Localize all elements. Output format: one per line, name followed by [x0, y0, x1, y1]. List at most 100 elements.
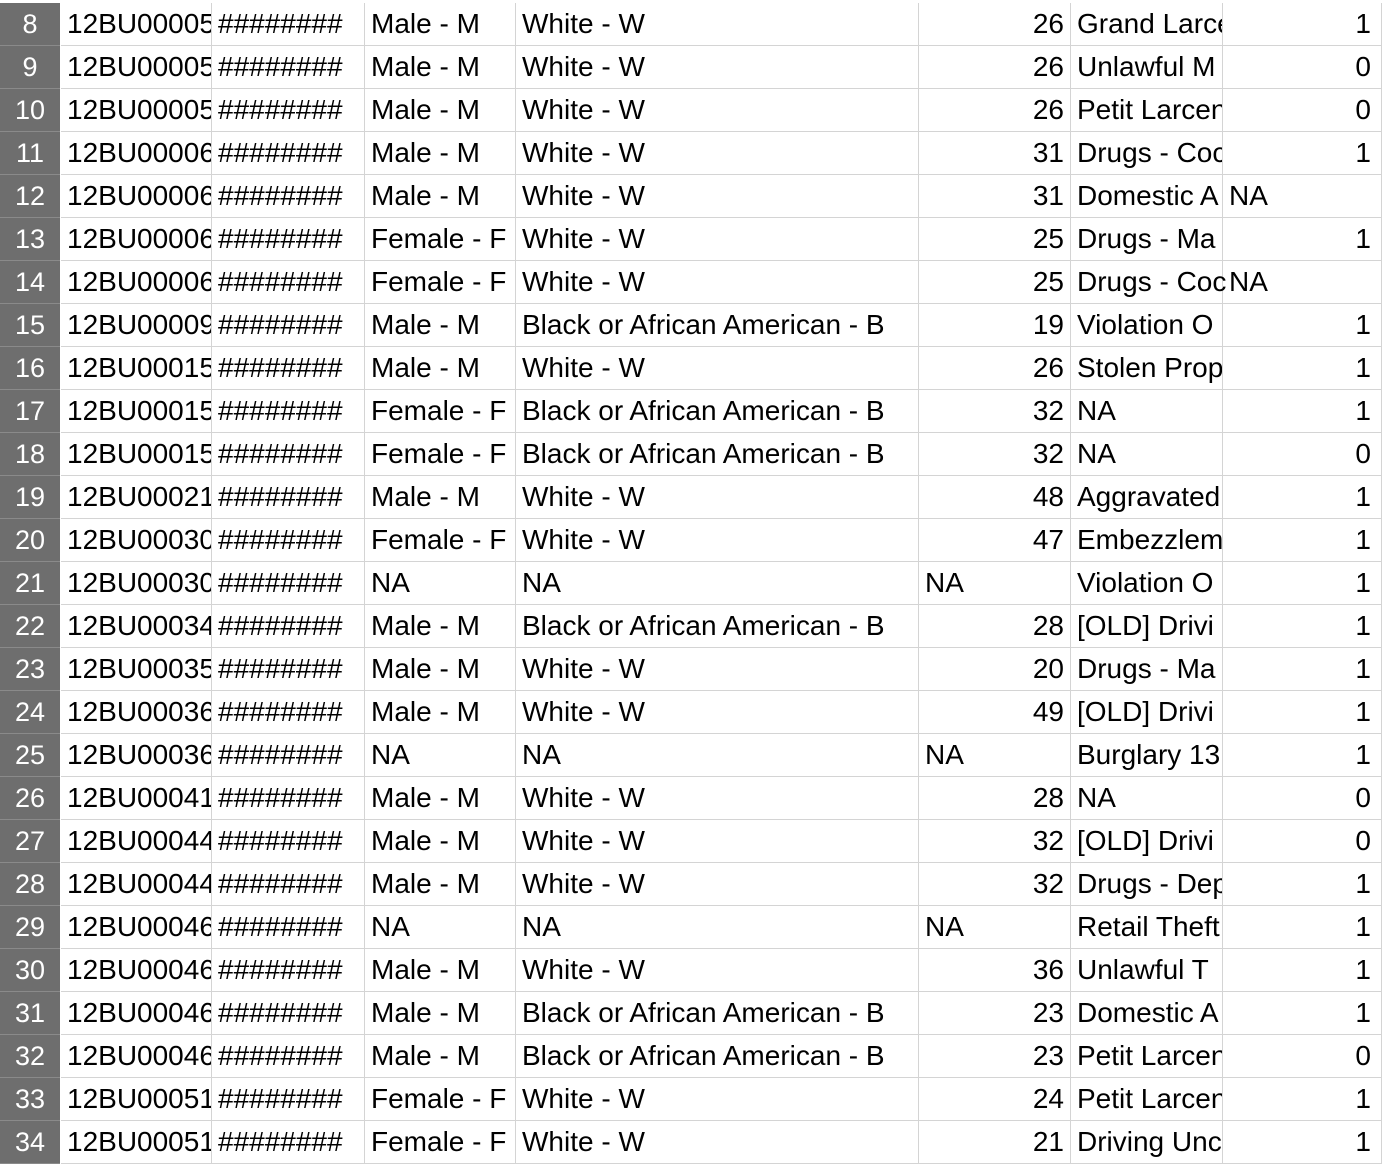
cell-outcome[interactable]: 1: [1223, 1121, 1382, 1164]
row-header[interactable]: 25: [0, 734, 60, 777]
cell-race[interactable]: Black or African American - B: [516, 992, 919, 1035]
cell-race[interactable]: White - W: [516, 777, 919, 820]
cell-id[interactable]: 12BU00035: [61, 648, 212, 691]
cell-age[interactable]: 32: [919, 390, 1071, 433]
cell-offense[interactable]: Unlawful T: [1071, 949, 1223, 992]
cell-offense[interactable]: NA: [1071, 390, 1223, 433]
cell-offense[interactable]: Stolen Prop: [1071, 347, 1223, 390]
row-header[interactable]: 13: [0, 218, 60, 261]
cell-id[interactable]: 12BU00044: [61, 863, 212, 906]
cell-age[interactable]: 23: [919, 992, 1071, 1035]
cell-age[interactable]: NA: [919, 906, 1071, 949]
cell-race[interactable]: Black or African American - B: [516, 1035, 919, 1078]
cell-date[interactable]: ########: [212, 304, 365, 347]
cell-outcome[interactable]: 1: [1223, 691, 1382, 734]
cell-outcome[interactable]: 1: [1223, 605, 1382, 648]
cell-sex[interactable]: Female - F: [365, 218, 516, 261]
cell-outcome[interactable]: 0: [1223, 820, 1382, 863]
cell-outcome[interactable]: NA: [1223, 175, 1382, 218]
cell-offense[interactable]: Drugs - Coc: [1071, 261, 1226, 304]
row-header[interactable]: 22: [0, 605, 60, 648]
cell-outcome[interactable]: 1: [1223, 132, 1382, 175]
cell-age[interactable]: NA: [919, 734, 1071, 777]
cell-offense[interactable]: Drugs - Coc: [1071, 132, 1223, 175]
cell-sex[interactable]: Male - M: [365, 347, 516, 390]
cell-sex[interactable]: Male - M: [365, 175, 516, 218]
cell-sex[interactable]: NA: [365, 734, 516, 777]
cell-race[interactable]: White - W: [516, 46, 919, 89]
row-header[interactable]: 30: [0, 949, 60, 992]
row-header[interactable]: 31: [0, 992, 60, 1035]
cell-date[interactable]: ########: [212, 820, 365, 863]
cell-sex[interactable]: Female - F: [365, 1078, 516, 1121]
cell-sex[interactable]: Male - M: [365, 648, 516, 691]
row-header[interactable]: 10: [0, 89, 60, 132]
cell-offense[interactable]: Violation O: [1071, 562, 1223, 605]
cell-date[interactable]: ########: [212, 648, 365, 691]
cell-race[interactable]: White - W: [516, 132, 919, 175]
cell-race[interactable]: White - W: [516, 820, 919, 863]
cell-outcome[interactable]: 0: [1223, 89, 1382, 132]
cell-offense[interactable]: Retail Theft: [1071, 906, 1223, 949]
cell-race[interactable]: NA: [516, 906, 919, 949]
cell-sex[interactable]: NA: [365, 906, 516, 949]
cell-age[interactable]: 26: [919, 347, 1071, 390]
cell-offense[interactable]: NA: [1071, 433, 1223, 476]
cell-offense[interactable]: Grand Larceny: [1071, 3, 1223, 46]
cell-outcome[interactable]: 1: [1223, 1078, 1382, 1121]
cell-offense[interactable]: [OLD] Drivi: [1071, 820, 1223, 863]
cell-age[interactable]: 32: [919, 863, 1071, 906]
cell-age[interactable]: 36: [919, 949, 1071, 992]
cell-outcome[interactable]: 1: [1223, 476, 1382, 519]
cell-race[interactable]: White - W: [516, 949, 919, 992]
cell-offense[interactable]: Domestic A: [1071, 992, 1223, 1035]
cell-date[interactable]: ########: [212, 1035, 365, 1078]
cell-offense[interactable]: Drugs - Ma: [1071, 648, 1223, 691]
row-header[interactable]: 27: [0, 820, 60, 863]
cell-offense[interactable]: [OLD] Drivi: [1071, 605, 1223, 648]
row-header[interactable]: 19: [0, 476, 60, 519]
cell-id[interactable]: 12BU00036: [61, 734, 212, 777]
cell-age[interactable]: 24: [919, 1078, 1071, 1121]
cell-age[interactable]: 23: [919, 1035, 1071, 1078]
cell-age[interactable]: 49: [919, 691, 1071, 734]
cell-race[interactable]: White - W: [516, 347, 919, 390]
cell-id[interactable]: 12BU00021: [61, 476, 212, 519]
cell-sex[interactable]: Male - M: [365, 304, 516, 347]
row-header[interactable]: 9: [0, 46, 60, 89]
cell-sex[interactable]: Male - M: [365, 992, 516, 1035]
cell-race[interactable]: White - W: [516, 175, 919, 218]
cell-race[interactable]: White - W: [516, 89, 919, 132]
cell-age[interactable]: 25: [919, 261, 1071, 304]
cell-date[interactable]: ########: [212, 175, 365, 218]
cell-age[interactable]: 31: [919, 175, 1071, 218]
cell-race[interactable]: White - W: [516, 648, 919, 691]
cell-sex[interactable]: Female - F: [365, 519, 516, 562]
row-header[interactable]: 18: [0, 433, 60, 476]
cell-outcome[interactable]: 1: [1223, 648, 1382, 691]
cell-outcome[interactable]: 1: [1223, 863, 1382, 906]
cell-offense[interactable]: Petit Larceny: [1071, 1035, 1223, 1078]
row-header[interactable]: 29: [0, 906, 60, 949]
cell-age[interactable]: 26: [919, 89, 1071, 132]
cell-date[interactable]: ########: [212, 261, 365, 304]
cell-outcome[interactable]: 1: [1223, 519, 1382, 562]
cell-outcome[interactable]: 0: [1223, 46, 1382, 89]
cell-outcome[interactable]: NA: [1223, 261, 1382, 304]
row-header[interactable]: 8: [0, 3, 60, 46]
cell-id[interactable]: 12BU00009: [61, 304, 212, 347]
cell-id[interactable]: 12BU00006: [61, 175, 212, 218]
cell-race[interactable]: White - W: [516, 218, 919, 261]
row-header[interactable]: 20: [0, 519, 60, 562]
cell-race[interactable]: White - W: [516, 1121, 919, 1164]
cell-date[interactable]: ########: [212, 777, 365, 820]
cell-outcome[interactable]: 0: [1223, 1035, 1382, 1078]
cell-date[interactable]: ########: [212, 691, 365, 734]
cell-race[interactable]: NA: [516, 734, 919, 777]
cell-id[interactable]: 12BU00034: [61, 605, 212, 648]
cell-outcome[interactable]: 1: [1223, 734, 1382, 777]
row-header[interactable]: 24: [0, 691, 60, 734]
cell-age[interactable]: 32: [919, 433, 1071, 476]
cell-race[interactable]: White - W: [516, 863, 919, 906]
cell-offense[interactable]: Petit Larceny: [1071, 1078, 1223, 1121]
